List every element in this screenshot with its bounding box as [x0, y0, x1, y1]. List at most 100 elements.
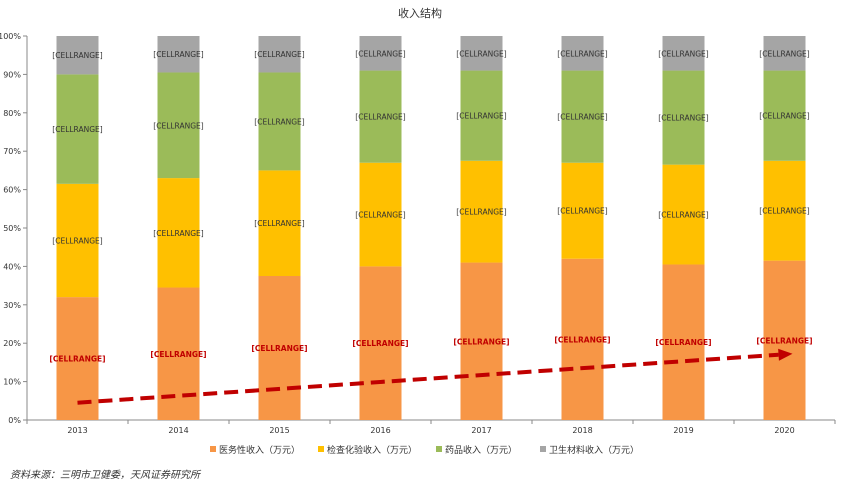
bar-segment	[258, 276, 301, 420]
data-labels: [CELLRANGE] [CELLRANGE] [CELLRANGE] [CELLRA…	[49, 49, 812, 363]
bar-segment	[561, 162, 604, 259]
bar-segment	[460, 160, 503, 263]
data-label: [CELLRANGE]	[52, 125, 102, 134]
data-label: [CELLRANGE]	[150, 350, 206, 359]
chart-title: 收入结构	[398, 6, 442, 20]
bar-segment	[763, 36, 806, 71]
axes: 0% 10% 20% 30% 40% 50% 60% 70% 80% 90% 100% 2013 201…	[0, 32, 836, 435]
data-label: [CELLRANGE]	[153, 50, 203, 59]
data-label: [CELLRANGE]	[355, 211, 405, 220]
legend-label: 药品收入（万元）	[445, 444, 517, 456]
y-tick-label: 90%	[3, 70, 21, 79]
bar-segment	[763, 160, 806, 261]
bar-segment	[662, 164, 705, 265]
x-tick-label: 2013	[67, 426, 87, 435]
data-label: [CELLRANGE]	[759, 112, 809, 121]
bar-segment	[56, 36, 99, 75]
bar-segment	[359, 162, 402, 267]
bar-segment	[460, 70, 503, 161]
legend-swatch	[436, 446, 442, 452]
y-tick-label: 70%	[3, 147, 21, 156]
bar-segment	[157, 178, 200, 288]
bar-segment	[763, 260, 806, 420]
data-label: [CELLRANGE]	[355, 113, 405, 122]
y-tick-label: 60%	[3, 186, 21, 195]
data-label: [CELLRANGE]	[557, 113, 607, 122]
bar-segment	[763, 70, 806, 161]
data-label: [CELLRANGE]	[658, 211, 708, 220]
y-tick-label: 40%	[3, 262, 21, 271]
data-label: [CELLRANGE]	[251, 344, 307, 353]
y-tick-label: 10%	[3, 378, 21, 387]
bar-segment	[561, 36, 604, 71]
data-label: [CELLRANGE]	[254, 50, 304, 59]
bar-segment	[258, 36, 301, 73]
y-tick-label: 20%	[3, 339, 21, 348]
legend-swatch	[318, 446, 324, 452]
data-label: [CELLRANGE]	[658, 114, 708, 123]
data-label: [CELLRANGE]	[153, 121, 203, 130]
trend-arrowhead	[778, 348, 793, 361]
trend-arrow	[77, 348, 793, 405]
x-tick-label: 2020	[774, 426, 794, 435]
data-label: [CELLRANGE]	[658, 49, 708, 58]
data-label: [CELLRANGE]	[456, 208, 506, 217]
bar-segment	[359, 266, 402, 420]
bar-segment	[662, 70, 705, 165]
bar-segment	[561, 70, 604, 163]
bar-segment	[56, 74, 99, 184]
x-tick-label: 2017	[471, 426, 491, 435]
y-tick-label: 30%	[3, 301, 21, 310]
bar-segment	[56, 297, 99, 420]
bar-segment	[460, 36, 503, 71]
trend-line	[77, 352, 779, 405]
legend-label: 医务性收入（万元）	[219, 444, 300, 456]
data-label: [CELLRANGE]	[352, 339, 408, 348]
data-label: [CELLRANGE]	[355, 49, 405, 58]
bar-segment	[56, 183, 99, 298]
x-tick-label: 2015	[269, 426, 289, 435]
y-tick-label: 80%	[3, 109, 21, 118]
data-label: [CELLRANGE]	[456, 112, 506, 121]
bar-segment	[561, 258, 604, 420]
bar-segment	[359, 70, 402, 163]
bar-segment	[157, 36, 200, 73]
data-label: [CELLRANGE]	[52, 236, 102, 245]
legend-swatch	[210, 446, 216, 452]
data-label: [CELLRANGE]	[456, 49, 506, 58]
data-label: [CELLRANGE]	[254, 117, 304, 126]
legend-label: 检查化验收入（万元）	[327, 444, 417, 456]
data-label: [CELLRANGE]	[557, 207, 607, 216]
data-label: [CELLRANGE]	[756, 336, 812, 345]
x-tick-label: 2019	[673, 426, 693, 435]
legend: 医务性收入（万元） 检查化验收入（万元） 药品收入（万元） 卫生材料收入（万元）	[210, 444, 639, 456]
data-label: [CELLRANGE]	[453, 337, 509, 346]
data-label: [CELLRANGE]	[52, 51, 102, 60]
source-note: 资料来源：三明市卫健委，天风证券研究所	[10, 470, 200, 481]
y-tick-label: 0%	[8, 416, 21, 425]
x-tick-label: 2014	[168, 426, 188, 435]
data-label: [CELLRANGE]	[49, 355, 105, 364]
bars	[56, 36, 806, 420]
data-label: [CELLRANGE]	[759, 207, 809, 216]
data-label: [CELLRANGE]	[759, 49, 809, 58]
bar-segment	[662, 264, 705, 420]
legend-label: 卫生材料收入（万元）	[549, 444, 639, 456]
y-tick-label: 100%	[0, 32, 21, 41]
bar-segment	[662, 36, 705, 71]
data-label: [CELLRANGE]	[655, 338, 711, 347]
data-label: [CELLRANGE]	[557, 49, 607, 58]
data-label: [CELLRANGE]	[153, 229, 203, 238]
data-label: [CELLRANGE]	[254, 219, 304, 228]
bar-segment	[157, 72, 200, 179]
bar-segment	[258, 170, 301, 276]
legend-swatch	[540, 446, 546, 452]
bar-segment	[258, 72, 301, 171]
bar-segment	[359, 36, 402, 71]
y-tick-label: 50%	[3, 224, 21, 233]
bar-segment	[460, 262, 503, 420]
x-tick-label: 2016	[370, 426, 390, 435]
x-tick-label: 2018	[572, 426, 592, 435]
data-label: [CELLRANGE]	[554, 335, 610, 344]
